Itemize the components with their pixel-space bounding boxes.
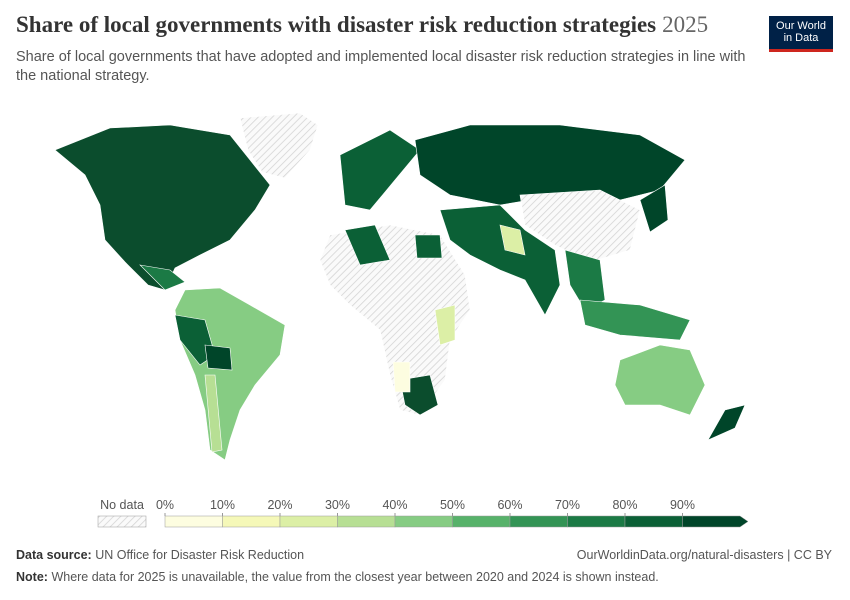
legend-tick-label: 30% <box>325 498 350 512</box>
title: Share of local governments with disaster… <box>16 12 657 37</box>
australia <box>614 344 706 416</box>
title-block: Share of local governments with disaster… <box>16 12 708 38</box>
year: 2025 <box>662 12 709 37</box>
greenland <box>239 112 319 179</box>
north-america <box>54 124 271 291</box>
legend-swatch <box>394 515 453 528</box>
legend-swatch <box>682 515 749 528</box>
chile <box>204 374 223 453</box>
legend-tick-label: 20% <box>267 498 292 512</box>
europe <box>339 129 421 211</box>
bolivia <box>204 344 233 371</box>
legend-tick-label: 0% <box>156 498 174 512</box>
indonesia <box>579 299 691 341</box>
mexico <box>139 264 186 291</box>
note: Note: Where data for 2025 is unavailable… <box>16 570 659 584</box>
legend-tick-label: 80% <box>612 498 637 512</box>
russia <box>414 124 686 206</box>
legend-tick-label: 60% <box>497 498 522 512</box>
legend-swatch <box>452 515 511 528</box>
url[interactable]: OurWorldinData.org/natural-disasters | C… <box>576 548 832 562</box>
note-text: Where data for 2025 is unavailable, the … <box>51 570 659 584</box>
subtitle: Share of local governments that have ado… <box>16 49 746 84</box>
source-text[interactable]: UN Office for Disaster Risk Reduction <box>95 548 305 562</box>
legend-tick-label: 40% <box>382 498 407 512</box>
algeria <box>344 224 391 266</box>
legend-swatch <box>567 515 626 528</box>
legend-no-data-swatch <box>97 515 147 528</box>
legend-no-data-label: No data <box>100 498 144 512</box>
legend-swatch <box>164 515 223 528</box>
new-zealand <box>707 404 746 441</box>
logo-line: in Data <box>783 32 819 44</box>
legend-tick-label: 10% <box>210 498 235 512</box>
legend-swatch <box>509 515 568 528</box>
namibia <box>392 361 411 393</box>
logo-line: Our World <box>776 20 826 32</box>
egypt <box>414 234 443 259</box>
pakistan <box>499 224 526 256</box>
tanzania <box>434 304 456 346</box>
legend-swatch <box>279 515 338 528</box>
south-america <box>174 287 286 461</box>
note-label: Note: <box>16 570 48 584</box>
china <box>519 189 641 263</box>
legend-swatch <box>337 515 396 528</box>
countries <box>54 112 746 461</box>
legend-tick-label: 70% <box>555 498 580 512</box>
logo[interactable]: Our World in Data <box>769 16 833 52</box>
source-label: Data source: <box>16 548 92 562</box>
legend-swatch <box>624 515 683 528</box>
middle-east-south-asia <box>439 204 561 316</box>
legend-tick-label: 90% <box>670 498 695 512</box>
japan <box>639 184 669 233</box>
legend-tick-label: 50% <box>440 498 465 512</box>
source: Data source: UN Office for Disaster Risk… <box>16 548 304 562</box>
legend-swatch <box>222 515 281 528</box>
